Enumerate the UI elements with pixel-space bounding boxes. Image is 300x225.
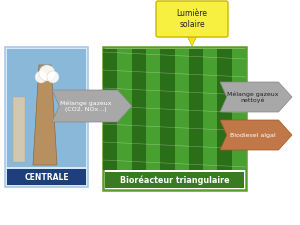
FancyBboxPatch shape <box>218 49 232 170</box>
Text: Mélange gazeux
(CO2, NOx...): Mélange gazeux (CO2, NOx...) <box>60 100 111 112</box>
FancyBboxPatch shape <box>103 47 246 190</box>
FancyBboxPatch shape <box>105 172 244 188</box>
Polygon shape <box>220 82 292 112</box>
FancyBboxPatch shape <box>146 49 160 170</box>
Polygon shape <box>181 35 203 46</box>
Text: CENTRALE: CENTRALE <box>24 173 69 182</box>
Text: Bioréacteur triangulaire: Bioréacteur triangulaire <box>120 175 229 185</box>
FancyBboxPatch shape <box>7 169 86 185</box>
Circle shape <box>35 71 47 83</box>
FancyBboxPatch shape <box>5 47 88 187</box>
FancyBboxPatch shape <box>103 49 117 170</box>
FancyBboxPatch shape <box>156 1 228 37</box>
Polygon shape <box>52 90 132 122</box>
Text: Lumière
solaire: Lumière solaire <box>176 9 208 29</box>
FancyBboxPatch shape <box>189 49 203 170</box>
Text: Biodiesel algal: Biodiesel algal <box>230 133 275 137</box>
Circle shape <box>47 71 59 83</box>
Text: Mélange gazeux
nettoyé: Mélange gazeux nettoyé <box>227 91 278 103</box>
FancyBboxPatch shape <box>175 49 189 170</box>
Polygon shape <box>33 65 57 165</box>
FancyBboxPatch shape <box>203 49 218 170</box>
FancyBboxPatch shape <box>7 49 86 167</box>
FancyBboxPatch shape <box>232 49 246 170</box>
Circle shape <box>39 65 55 81</box>
FancyBboxPatch shape <box>13 97 25 162</box>
Polygon shape <box>220 120 292 150</box>
FancyBboxPatch shape <box>117 49 132 170</box>
FancyBboxPatch shape <box>160 49 175 170</box>
FancyBboxPatch shape <box>132 49 146 170</box>
